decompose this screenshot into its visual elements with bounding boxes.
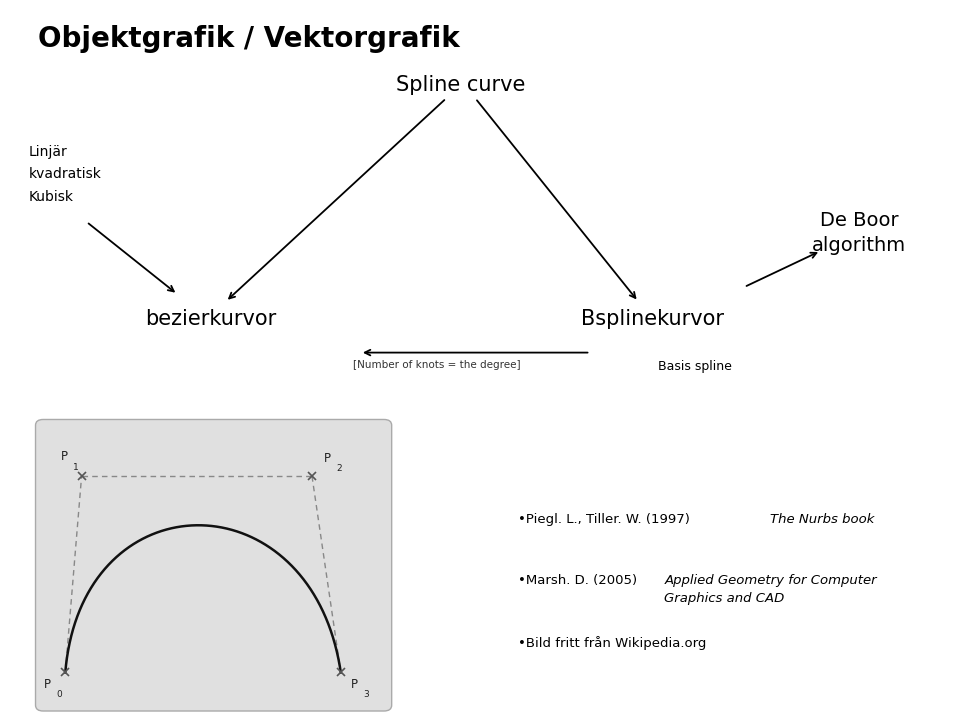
Text: 0: 0 xyxy=(57,691,62,699)
Text: P: P xyxy=(324,451,330,465)
Text: Bsplinekurvor: Bsplinekurvor xyxy=(582,309,724,329)
Text: bezierkurvor: bezierkurvor xyxy=(146,309,276,329)
Text: •Bild fritt från Wikipedia.org: •Bild fritt från Wikipedia.org xyxy=(518,636,707,650)
Text: De Boor
algorithm: De Boor algorithm xyxy=(812,211,906,254)
Text: 3: 3 xyxy=(363,691,369,699)
Text: The Nurbs book: The Nurbs book xyxy=(770,513,875,526)
Text: •Marsh. D. (2005): •Marsh. D. (2005) xyxy=(518,574,642,587)
Text: [Number of knots = the degree]: [Number of knots = the degree] xyxy=(353,360,520,370)
Text: Objektgrafik / Vektorgrafik: Objektgrafik / Vektorgrafik xyxy=(38,25,460,54)
Text: P: P xyxy=(60,450,67,463)
Text: 1: 1 xyxy=(73,463,79,472)
Text: Spline curve: Spline curve xyxy=(396,74,525,95)
Text: 2: 2 xyxy=(336,465,342,473)
Text: •Piegl. L., Tiller. W. (1997): •Piegl. L., Tiller. W. (1997) xyxy=(518,513,694,526)
Text: Linjär
kvadratisk
Kubisk: Linjär kvadratisk Kubisk xyxy=(29,145,102,204)
Text: P: P xyxy=(44,678,51,691)
FancyBboxPatch shape xyxy=(36,419,392,711)
Text: Basis spline: Basis spline xyxy=(658,360,732,373)
Text: P: P xyxy=(350,678,357,691)
Text: Applied Geometry for Computer
Graphics and CAD: Applied Geometry for Computer Graphics a… xyxy=(664,574,876,606)
